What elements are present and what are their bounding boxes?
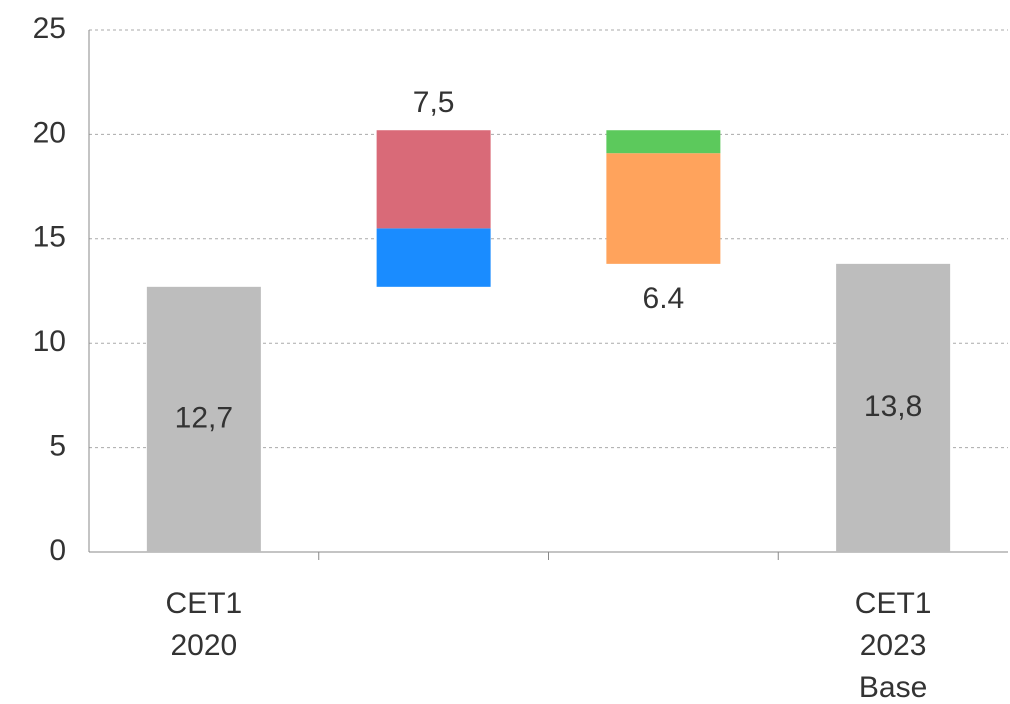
bar-segment: [146, 286, 261, 552]
y-tick-label: 5: [49, 430, 66, 463]
x-tick-label: CET1 2020: [166, 587, 243, 662]
value-label: 13,8: [864, 390, 922, 423]
bar-segment: [376, 228, 491, 287]
bar-segment: [836, 263, 951, 552]
value-label: 6.4: [643, 282, 685, 315]
y-tick-label: 10: [33, 325, 66, 358]
bar-segment: [606, 130, 721, 154]
x-tick-label: CET1 2023 Base: [855, 587, 932, 704]
value-label: 12,7: [175, 401, 233, 434]
bar-segment: [606, 153, 721, 264]
y-tick-label: 0: [49, 534, 66, 567]
y-tick-label: 25: [33, 12, 66, 45]
y-tick-label: 15: [33, 221, 66, 254]
y-tick-label: 20: [33, 116, 66, 149]
value-label: 7,5: [413, 86, 455, 119]
bar-segment: [376, 130, 491, 229]
